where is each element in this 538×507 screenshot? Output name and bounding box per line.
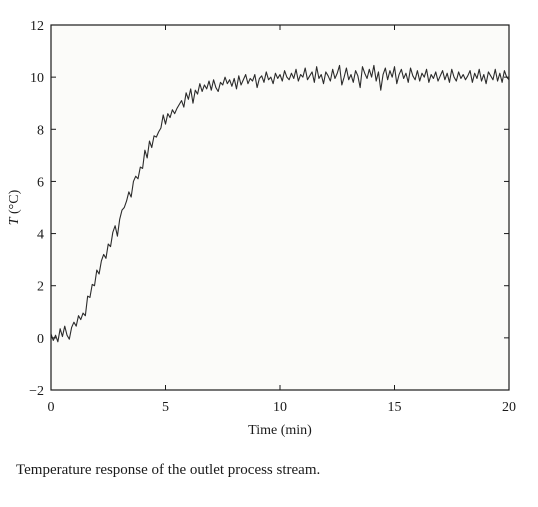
y-tick-label-2: 2	[37, 280, 44, 295]
y-tick-label-4: 4	[37, 228, 44, 243]
x-tick-label-5: 5	[162, 400, 169, 415]
plot-background	[51, 25, 509, 390]
y-tick-label-0: 0	[37, 332, 44, 347]
figure-caption: Temperature response of the outlet proce…	[16, 462, 321, 478]
temperature-series-line	[50, 64, 510, 343]
x-tick-label-0: 0	[48, 400, 55, 415]
x-tick-label-15: 15	[388, 400, 402, 415]
y-axis-variable: T	[7, 216, 22, 225]
y-tick-label-8: 8	[37, 123, 44, 138]
x-tick-label-20: 20	[502, 400, 516, 415]
y-axis-unit: (°C)	[7, 189, 22, 217]
y-tick-label-10: 10	[30, 71, 44, 86]
y-tick-label--2: −2	[29, 384, 44, 399]
chart-figure: 0 5 10 15 20 −2 0 2 4 6 8 10 12 Time (min) T (°C)	[7, 19, 516, 438]
y-tick-label-6: 6	[37, 175, 44, 190]
line-chart: 0 5 10 15 20 −2 0 2 4 6 8 10 12 Time (min) T (°C)	[7, 19, 516, 438]
y-axis-label: T (°C)	[7, 189, 22, 225]
x-tick-label-10: 10	[273, 400, 287, 415]
x-axis-label: Time (min)	[248, 423, 312, 438]
y-tick-label-12: 12	[30, 19, 44, 34]
